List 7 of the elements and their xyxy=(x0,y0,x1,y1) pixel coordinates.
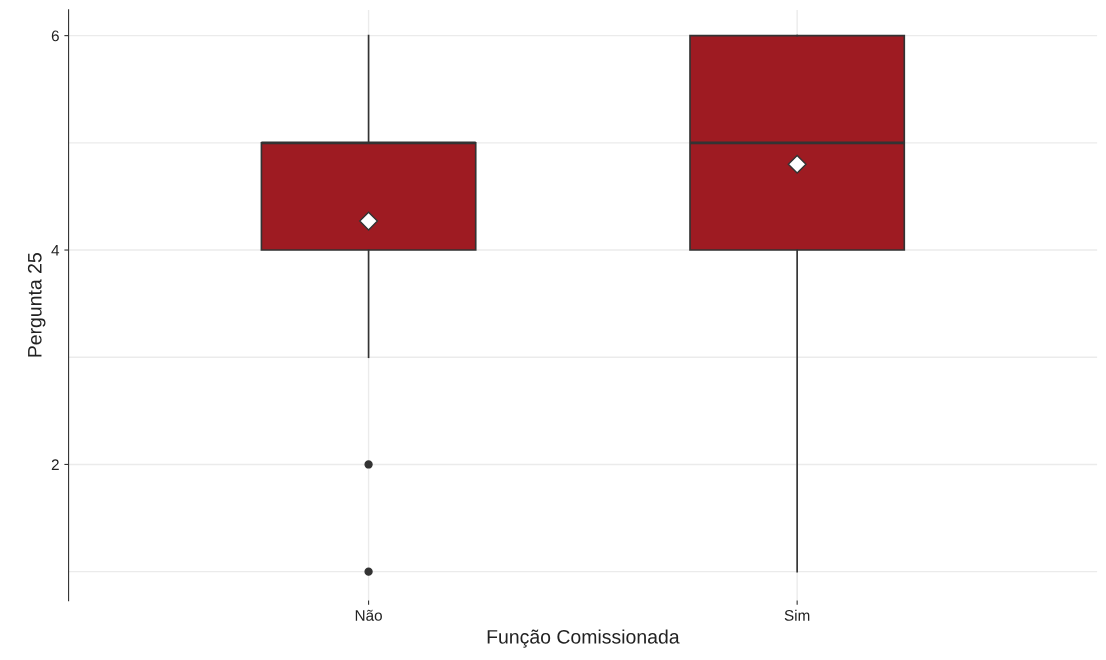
x-tick-label: Sim xyxy=(784,609,810,621)
y-tick-label: 6 xyxy=(51,30,59,42)
y-axis-title: Pergunta 25 xyxy=(27,253,46,357)
y-tick-label: 4 xyxy=(51,245,60,256)
x-tick-label: Não xyxy=(355,609,382,621)
x-axis-title: Função Comissionada xyxy=(487,629,680,648)
y-tick-label: 2 xyxy=(51,459,59,470)
